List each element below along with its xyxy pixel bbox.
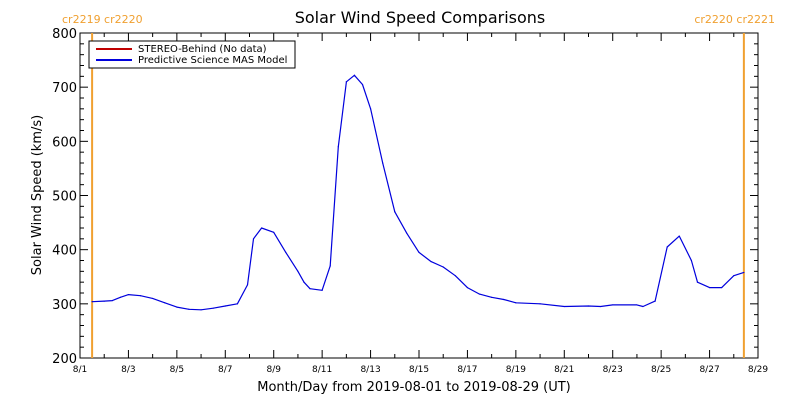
data-point (309, 288, 311, 290)
data-point (321, 289, 323, 291)
cr-marker-label-right: cr2220 cr2221 (694, 13, 775, 26)
data-point (353, 74, 356, 76)
chart-title: Solar Wind Speed Comparisons (295, 8, 546, 27)
data-point (466, 286, 469, 289)
cr-marker-lines (91, 33, 745, 358)
data-point (200, 309, 202, 311)
x-tick-label: 8/1 (73, 365, 87, 375)
x-tick-label: 8/21 (554, 365, 574, 375)
y-tick-label: 400 (52, 244, 77, 259)
data-point (236, 303, 238, 305)
data-point (212, 307, 214, 309)
data-point (721, 286, 723, 289)
plot-frame (79, 32, 759, 359)
x-tick-label: 8/7 (218, 365, 232, 375)
data-point (418, 251, 420, 253)
y-tick-label: 300 (52, 298, 77, 313)
x-axis-label: Month/Day from 2019-08-01 to 2019-08-29 … (257, 380, 570, 395)
data-point (406, 232, 408, 235)
data-point (491, 296, 493, 298)
data-point (329, 265, 331, 267)
x-tick-label: 8/27 (699, 365, 719, 375)
data-point (246, 284, 249, 286)
data-point (503, 298, 505, 301)
data-point (91, 301, 93, 303)
data-point (303, 281, 305, 283)
data-point (297, 270, 299, 272)
data-point (696, 281, 699, 283)
data-point (285, 251, 287, 253)
data-point (515, 302, 517, 304)
y-axis: 200 300 400 500 600 700 800 (52, 27, 758, 367)
legend-entry-model: Predictive Science MAS Model (138, 55, 287, 66)
data-point (539, 303, 541, 305)
data-point (733, 275, 735, 277)
data-point (337, 146, 339, 148)
data-point (261, 227, 263, 229)
x-tick-label: 8/9 (266, 365, 281, 375)
data-point (111, 299, 113, 302)
x-tick-label: 8/17 (457, 365, 477, 375)
data-point (430, 260, 432, 263)
data-point (690, 259, 693, 262)
x-tick-label: 8/3 (121, 365, 135, 375)
data-point (442, 266, 444, 268)
data-point (224, 305, 226, 307)
data-point (654, 300, 656, 302)
data-point (152, 297, 154, 300)
x-tick-label: 8/25 (651, 365, 671, 375)
data-point (636, 304, 638, 306)
data-point (369, 108, 372, 110)
data-point (678, 235, 680, 237)
x-tick-label: 8/29 (748, 365, 768, 375)
data-point (478, 293, 481, 295)
x-tick-label: 8/15 (409, 365, 429, 375)
legend-box (88, 40, 296, 69)
x-tick-label: 8/11 (312, 365, 332, 375)
legend-entry-stereo: STEREO-Behind (No data) (138, 44, 267, 55)
data-point (139, 295, 142, 297)
y-axis-label: Solar Wind Speed (km/s) (30, 115, 45, 275)
x-tick-label: 8/19 (506, 365, 526, 375)
legend: STEREO-Behind (No data) Predictive Scien… (88, 40, 296, 69)
series-line-mas-model (92, 74, 745, 311)
data-point (708, 286, 711, 289)
data-point (127, 294, 130, 296)
x-tick-label: 8/5 (170, 365, 184, 375)
x-axis: 8/1 8/3 8/5 8/7 8/9 8/11 8/13 8/15 8/17 8/19 8/21 8… (73, 33, 768, 375)
data-point (273, 231, 275, 233)
data-point (642, 305, 644, 308)
data-point (394, 211, 396, 213)
data-point (164, 302, 166, 304)
data-point (252, 238, 255, 240)
data-point (188, 308, 190, 310)
cr-marker-label-left: cr2219 cr2220 (62, 13, 143, 26)
data-point (454, 275, 456, 277)
data-point (587, 305, 590, 307)
data-point (361, 83, 364, 86)
data-point (176, 306, 178, 308)
series-layer (91, 74, 745, 311)
data-point (382, 162, 384, 164)
data-point (600, 305, 602, 308)
y-tick-label: 600 (52, 135, 77, 150)
data-point (743, 271, 745, 274)
data-point (119, 296, 121, 298)
y-tick-label: 200 (52, 352, 77, 367)
data-point (103, 300, 105, 302)
y-tick-label: 700 (52, 81, 77, 96)
x-tick-label: 8/23 (603, 365, 623, 375)
data-point (345, 81, 347, 83)
data-point (666, 246, 668, 248)
y-tick-label: 500 (52, 190, 77, 205)
data-point (563, 305, 565, 308)
y-tick-label: 800 (52, 27, 77, 42)
x-tick-label: 8/13 (360, 365, 380, 375)
data-point (612, 304, 614, 306)
